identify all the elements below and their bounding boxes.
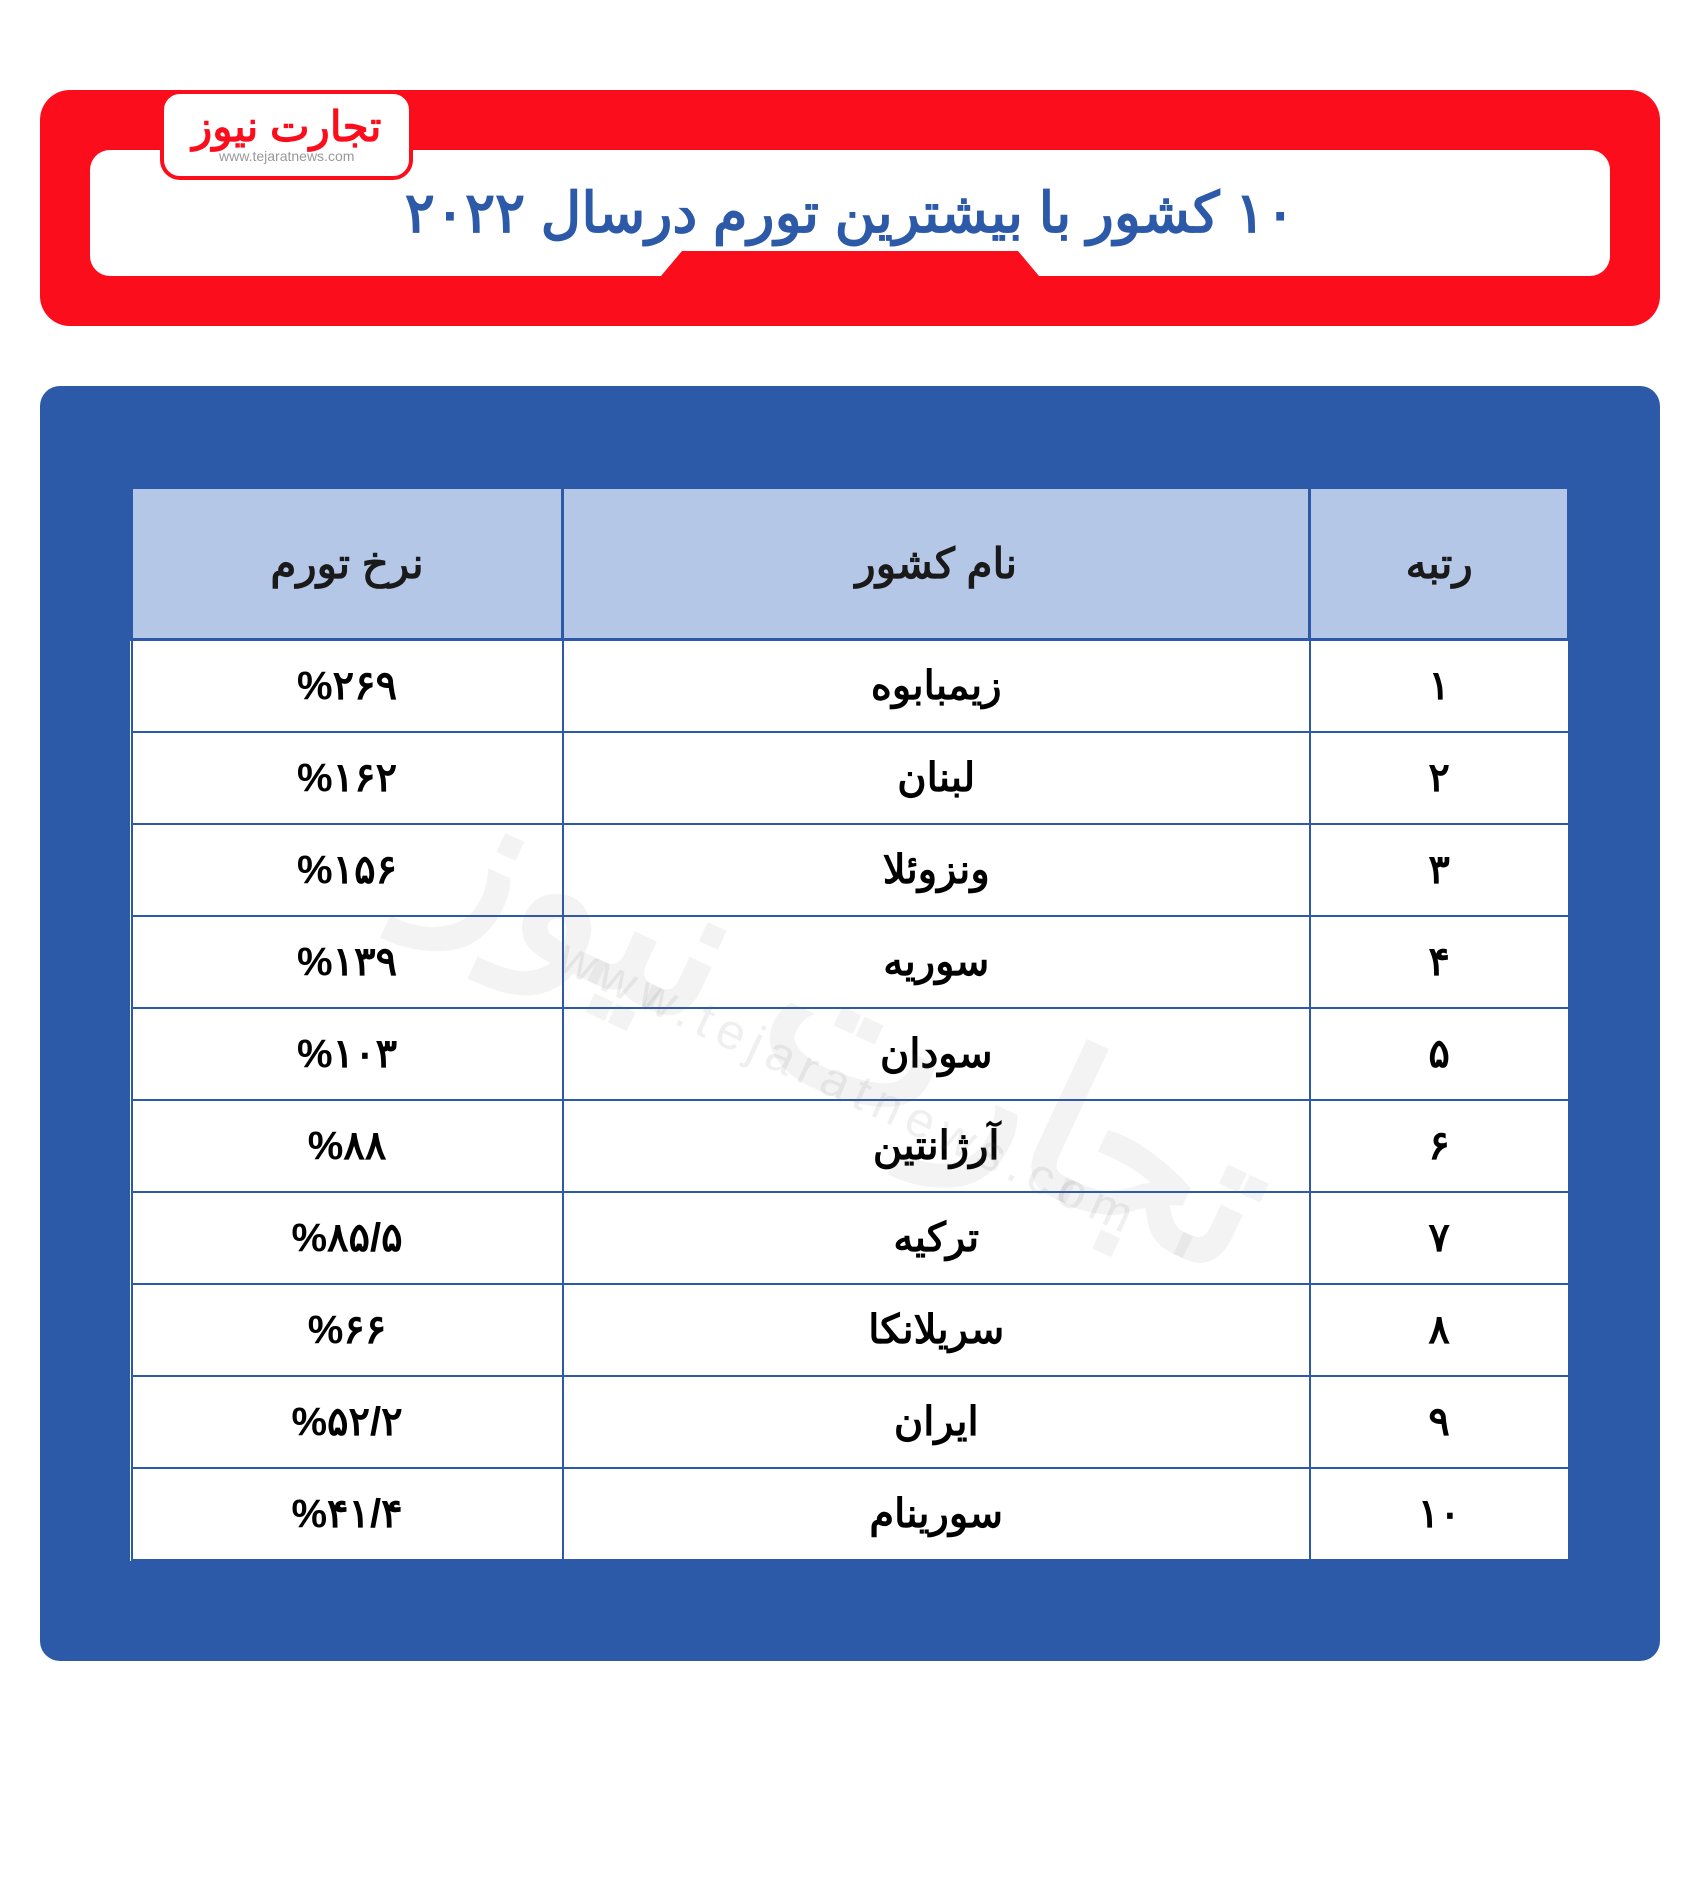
cell-country: سودان (563, 1008, 1310, 1100)
cell-rate: %۱۰۳ (132, 1008, 563, 1100)
title-notch (640, 251, 1060, 301)
table-row: ۱۰ سورینام %۴۱/۴ (132, 1468, 1569, 1560)
cell-rank: ۲ (1310, 732, 1569, 824)
inflation-table: رتبه نام کشور نرخ تورم ۱ زیمبابوه %۲۶۹ ۲… (130, 486, 1570, 1561)
table-row: ۱ زیمبابوه %۲۶۹ (132, 640, 1569, 733)
table-row: ۹ ایران %۵۲/۲ (132, 1376, 1569, 1468)
table-row: ۵ سودان %۱۰۳ (132, 1008, 1569, 1100)
cell-rate: %۴۱/۴ (132, 1468, 563, 1560)
logo-badge: تجارت نیوز www.tejaratnews.com (160, 90, 413, 180)
logo-url: www.tejaratnews.com (192, 148, 381, 164)
cell-rate: %۸۵/۵ (132, 1192, 563, 1284)
table-row: ۶ آرژانتین %۸۸ (132, 1100, 1569, 1192)
table-row: ۴ سوریه %۱۳۹ (132, 916, 1569, 1008)
cell-country: ترکیه (563, 1192, 1310, 1284)
cell-rate: %۱۶۲ (132, 732, 563, 824)
table-row: ۳ ونزوئلا %۱۵۶ (132, 824, 1569, 916)
cell-rank: ۸ (1310, 1284, 1569, 1376)
cell-country: سریلانکا (563, 1284, 1310, 1376)
cell-rank: ۷ (1310, 1192, 1569, 1284)
header-rate: نرخ تورم (132, 488, 563, 640)
table-header-row: رتبه نام کشور نرخ تورم (132, 488, 1569, 640)
cell-rate: %۲۶۹ (132, 640, 563, 733)
cell-country: ایران (563, 1376, 1310, 1468)
cell-rank: ۱۰ (1310, 1468, 1569, 1560)
header-rank: رتبه (1310, 488, 1569, 640)
cell-rate: %۱۳۹ (132, 916, 563, 1008)
cell-country: سوریه (563, 916, 1310, 1008)
cell-rank: ۴ (1310, 916, 1569, 1008)
cell-rank: ۹ (1310, 1376, 1569, 1468)
table-wrapper: رتبه نام کشور نرخ تورم ۱ زیمبابوه %۲۶۹ ۲… (130, 486, 1570, 1561)
cell-country: لبنان (563, 732, 1310, 824)
cell-rate: %۶۶ (132, 1284, 563, 1376)
page-title: ۱۰ کشور با بیشترین تورم درسال ۲۰۲۲ (130, 180, 1570, 246)
cell-rate: %۱۵۶ (132, 824, 563, 916)
infographic-container: تجارت نیوز www.tejaratnews.com ۱۰ کشور ب… (40, 90, 1660, 1661)
cell-country: سورینام (563, 1468, 1310, 1560)
table-row: ۸ سریلانکا %۶۶ (132, 1284, 1569, 1376)
cell-country: آرژانتین (563, 1100, 1310, 1192)
cell-rate: %۸۸ (132, 1100, 563, 1192)
cell-country: ونزوئلا (563, 824, 1310, 916)
table-row: ۲ لبنان %۱۶۲ (132, 732, 1569, 824)
header-country: نام کشور (563, 488, 1310, 640)
logo-text: تجارت نیوز (192, 106, 381, 148)
cell-country: زیمبابوه (563, 640, 1310, 733)
table-row: ۷ ترکیه %۸۵/۵ (132, 1192, 1569, 1284)
cell-rank: ۱ (1310, 640, 1569, 733)
cell-rate: %۵۲/۲ (132, 1376, 563, 1468)
cell-rank: ۵ (1310, 1008, 1569, 1100)
cell-rank: ۶ (1310, 1100, 1569, 1192)
table-container: تجارت نیوز www.tejaratnews.com رتبه نام … (40, 386, 1660, 1661)
cell-rank: ۳ (1310, 824, 1569, 916)
